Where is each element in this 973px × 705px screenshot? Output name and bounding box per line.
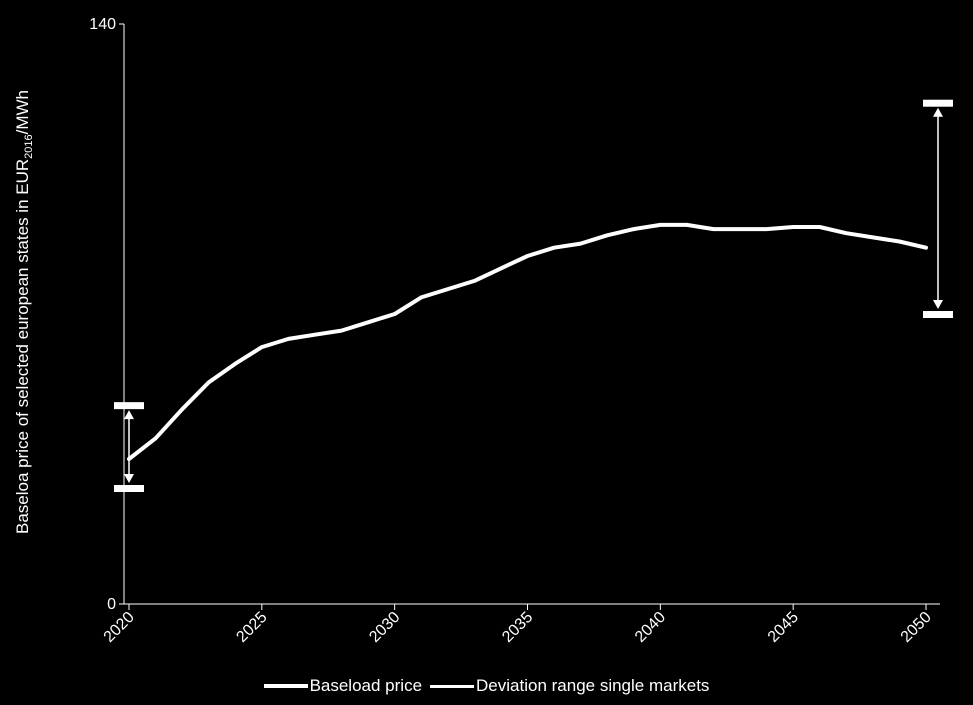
deviation-arrow-up (933, 107, 943, 117)
x-tick-label: 2025 (233, 609, 270, 646)
legend-swatch-deviation (430, 684, 475, 688)
deviation-cap-high (114, 402, 144, 410)
deviation-cap-low (923, 311, 953, 318)
x-tick-label: 2045 (765, 609, 802, 646)
deviation-arrow-down (933, 300, 943, 309)
legend-label-deviation: Deviation range single markets (476, 676, 710, 695)
legend-item-baseload: Baseload price (263, 676, 423, 696)
y-axis-title: Baseloa price of selected european state… (12, 89, 36, 535)
legend-label-baseload: Baseload price (309, 676, 423, 695)
legend-swatch-baseload (263, 684, 308, 688)
x-tick-label: 2050 (898, 609, 935, 646)
x-tick-label: 2035 (499, 609, 536, 646)
baseload-price-line (127, 222, 928, 461)
x-tick-label: 2020 (101, 609, 138, 646)
deviation-arrow-up (124, 410, 134, 420)
x-tick-label: 2040 (632, 609, 669, 646)
x-tick-label: 2030 (366, 609, 403, 646)
y-tick-label: 140 (89, 16, 116, 33)
deviation-cap-low (114, 485, 144, 492)
y-tick-label: 0 (107, 596, 116, 613)
legend: Baseload price Deviation range single ma… (0, 674, 973, 698)
legend-item-deviation: Deviation range single markets (430, 676, 709, 696)
deviation-arrow-down (124, 474, 134, 483)
deviation-cap-high (923, 99, 953, 107)
